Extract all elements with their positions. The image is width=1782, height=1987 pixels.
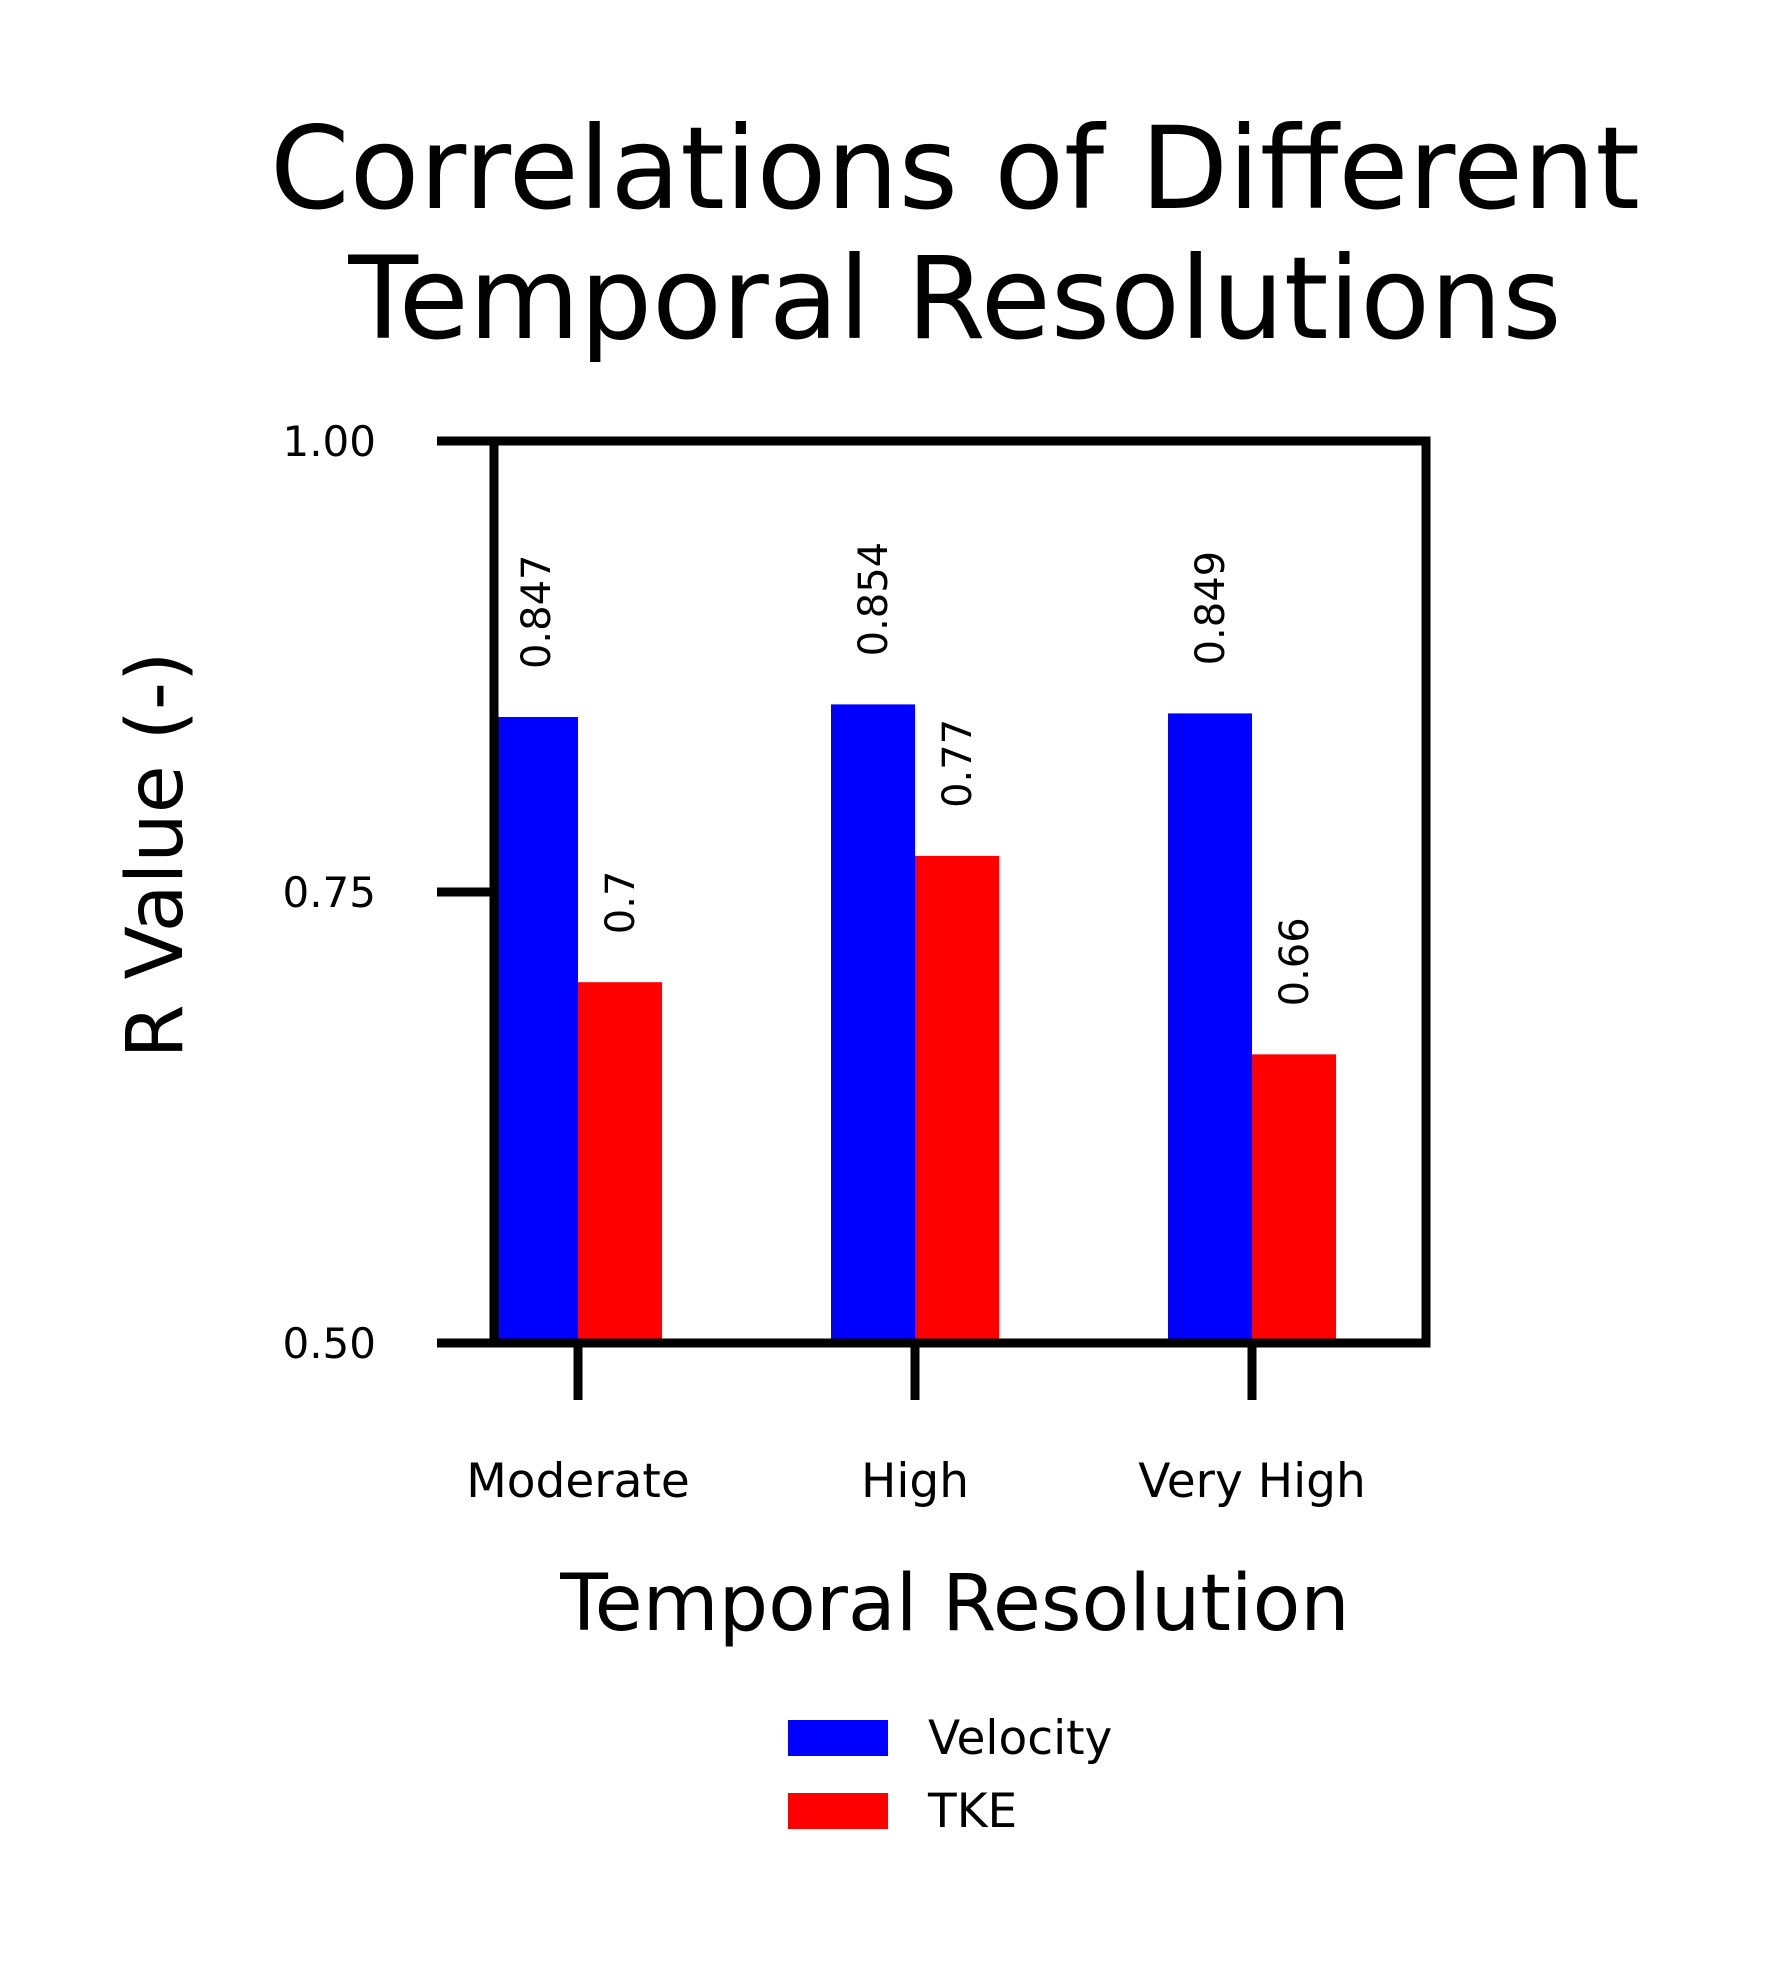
bar-velocity-2: [831, 704, 915, 1343]
axes-group: 0.50 0.75 1.00 Moderate High Very High: [282, 417, 1431, 1509]
bar-tke-2: [915, 855, 999, 1343]
bars-group: 0.847 0.7 0.854 0.77 0.849 0.66: [494, 542, 1336, 1343]
x-tick-label-3: Very High: [1138, 1454, 1366, 1509]
legend-label-velocity: Velocity: [928, 1711, 1112, 1766]
bar-tke-3: [1252, 1054, 1336, 1343]
chart-title-line-2: Temporal Resolutions: [347, 232, 1561, 365]
bar-tke-1: [578, 982, 662, 1343]
value-label-tke-1: 0.7: [598, 871, 644, 935]
bar-velocity-3: [1168, 713, 1252, 1343]
value-label-velocity-3: 0.849: [1188, 551, 1234, 666]
legend: Velocity TKE: [788, 1711, 1112, 1839]
y-tick-label-3: 1.00: [282, 417, 376, 466]
y-axis-label: R Value (-): [111, 652, 201, 1059]
legend-swatch-tke: [788, 1793, 888, 1829]
value-label-velocity-1: 0.847: [514, 554, 560, 669]
legend-label-tke: TKE: [927, 1784, 1017, 1839]
x-axis-label: Temporal Resolution: [559, 1559, 1349, 1649]
chart-title-line-1: Correlations of Different: [270, 102, 1640, 235]
value-label-velocity-2: 0.854: [851, 542, 897, 657]
value-label-tke-3: 0.66: [1272, 917, 1318, 1006]
x-tick-label-1: Moderate: [466, 1454, 690, 1509]
legend-swatch-velocity: [788, 1720, 888, 1756]
y-tick-label-2: 0.75: [282, 868, 376, 917]
bar-velocity-1: [494, 717, 578, 1343]
x-tick-label-2: High: [861, 1454, 969, 1509]
y-tick-label-1: 0.50: [282, 1319, 376, 1368]
value-label-tke-2: 0.77: [935, 719, 981, 808]
